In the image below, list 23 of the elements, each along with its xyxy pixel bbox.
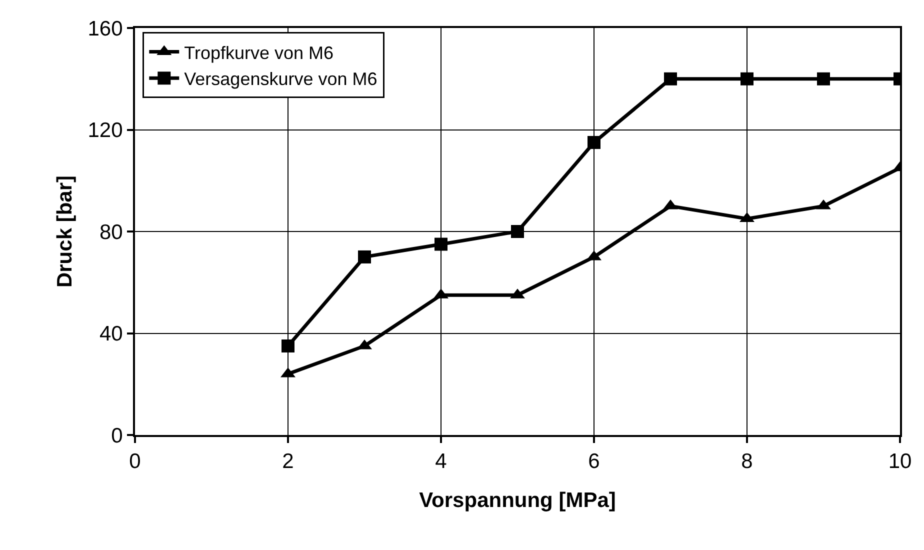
point [664, 72, 677, 86]
y-tick-label: 120 [88, 119, 123, 142]
x-tick-label: 10 [888, 450, 912, 474]
x-tick-label: 0 [129, 450, 141, 474]
y-tick-label: 80 [99, 220, 123, 244]
y-axis-title: Druck [bar] [53, 175, 76, 288]
legend-label: Tropfkurve von M6 [184, 42, 334, 63]
point [588, 136, 600, 149]
point [817, 72, 830, 86]
point [511, 225, 524, 238]
x-tick-label: 8 [741, 450, 753, 474]
x-tick-label: 2 [282, 450, 294, 474]
y-tick-label: 0 [111, 424, 123, 448]
x-tick-label: 6 [588, 450, 600, 474]
point [434, 238, 448, 251]
legend-label: Versagenskurve von M6 [184, 69, 378, 90]
x-axis-title: Vorspannung [MPa] [419, 488, 616, 512]
x-tick-label: 4 [435, 450, 448, 474]
y-tick-label: 160 [88, 17, 123, 40]
point [282, 339, 294, 352]
point [740, 72, 754, 86]
y-tick-label: 40 [99, 322, 123, 346]
point [358, 250, 371, 264]
